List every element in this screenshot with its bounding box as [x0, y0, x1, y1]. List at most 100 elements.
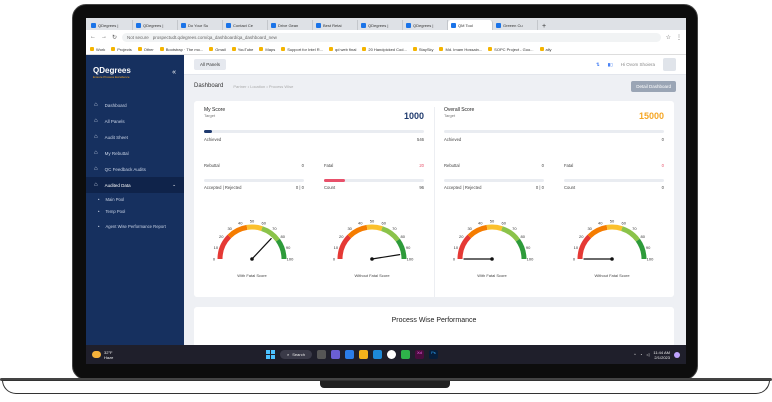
url-field[interactable]: Not secure prospectudt.qdegrees.com/qa_d…	[122, 32, 661, 42]
sidebar-item-qc-feedback-audits[interactable]: ⌂ QC Feedback Audits	[86, 161, 184, 177]
url-text: prospectudt.qdegrees.com/qa_dashboard/qa…	[152, 34, 277, 40]
wifi-icon[interactable]: ◔	[639, 352, 643, 357]
browser-tab[interactable]: Best Retai	[313, 20, 358, 30]
clock[interactable]: 11:44 AM 2/1/2023	[653, 350, 670, 360]
xd-icon[interactable]: Xd	[414, 350, 424, 359]
browser-tab[interactable]: QM Tool	[448, 20, 493, 30]
bookmark-item[interactable]: Projects	[111, 47, 132, 52]
bookmark-item[interactable]: Support for Intel R...	[281, 47, 323, 52]
sidebar-subitem[interactable]: • Agent Wise Performance Report	[86, 217, 184, 235]
right-rebuttal-label: Rebuttal	[444, 163, 460, 168]
left-accepted-bar	[204, 179, 304, 182]
bookmark-item[interactable]: Maps	[259, 47, 275, 52]
gauge-needle	[251, 237, 272, 260]
notification-icon[interactable]	[674, 351, 680, 358]
bookmark-item[interactable]: Md. Imam Hossain...	[439, 47, 482, 52]
windows-start-icon[interactable]	[266, 350, 275, 359]
volume-icon[interactable]: ◁	[646, 352, 650, 357]
sidebar-item-label: Audit Sheet	[104, 134, 128, 140]
star-icon[interactable]: ☆	[665, 34, 671, 41]
forward-icon[interactable]: →	[101, 34, 107, 40]
browser-tab[interactable]: QDegrees |	[133, 20, 178, 30]
edge-icon[interactable]	[344, 350, 354, 359]
left-accepted-value: 0 | 0	[295, 185, 304, 190]
bookmark-item[interactable]: YouTube	[231, 47, 253, 52]
sidebar-subitem[interactable]: • Main Pool	[86, 193, 184, 205]
bookmark-item[interactable]: 20 Handpicked Cod...	[362, 47, 407, 52]
browser-tab[interactable]: Do Your Su	[178, 20, 223, 30]
back-icon[interactable]: ←	[90, 34, 96, 40]
gauge-tick-label: 0	[213, 257, 216, 262]
bookmark-item[interactable]: SOPC Project - Goo...	[488, 47, 534, 52]
bookmark-item[interactable]: Other	[137, 47, 154, 52]
sort-icon[interactable]: ⇅	[596, 61, 600, 67]
sidebar-subitem[interactable]: • Temp Pool	[86, 205, 184, 217]
chevron-down-icon: ⌄	[172, 182, 176, 187]
bookmark-label: qd web final	[334, 46, 357, 52]
chat-icon[interactable]	[330, 350, 340, 359]
weather-widget[interactable]: 32°F Haze	[86, 350, 266, 360]
bookmark-item[interactable]: ally	[539, 47, 552, 52]
browser-tab[interactable]: Greeen Cu	[493, 20, 538, 30]
gauge-tick-label: 0	[453, 257, 456, 262]
sidebar-item-dashboard[interactable]: ⌂ Dashboard	[86, 97, 184, 113]
browser-tab[interactable]: QDegrees |	[358, 20, 403, 30]
date: 2/1/2023	[654, 354, 670, 360]
tab-favicon-icon	[136, 22, 141, 28]
sidebar-item-audited-data[interactable]: ⌂ Audited Data ⌄	[86, 177, 184, 193]
overall-score-target-value: 15000	[638, 111, 664, 121]
store-icon[interactable]	[372, 350, 382, 359]
sidebar-item-my-rebuttal[interactable]: ⌂ My Rebuttal	[86, 145, 184, 161]
gauge-tick-label: 90	[286, 245, 291, 250]
my-score: My Score Target 1000	[204, 107, 424, 121]
sidebar-item-all-panels[interactable]: ⌂ All Panels	[86, 113, 184, 129]
gauge-arc-segment	[347, 224, 368, 239]
chart-icon[interactable]: ▮▯	[607, 61, 613, 67]
chrome-icon[interactable]	[386, 350, 396, 359]
tab-favicon-icon	[226, 22, 231, 28]
browser-tab[interactable]: QDegrees |	[88, 20, 133, 30]
bookmark-item[interactable]: Gmail	[209, 46, 226, 52]
sidebar-item-audit-sheet[interactable]: ⌂ Audit Sheet	[86, 129, 184, 145]
bookmark-label: Gmail	[215, 46, 226, 52]
file-explorer-icon[interactable]	[358, 350, 368, 359]
my-score-progress	[204, 130, 424, 133]
bookmark-item[interactable]: Bootstrap · The mo...	[159, 47, 203, 52]
browser-tab[interactable]: Contact Ce	[223, 20, 268, 30]
gauge-tick-label: 80	[401, 234, 406, 239]
bookmark-icon	[111, 47, 116, 51]
all-panels-button[interactable]: All Panels	[194, 59, 227, 70]
photoshop-icon[interactable]: Ps	[428, 350, 438, 359]
collapse-icon[interactable]: «	[172, 68, 176, 76]
gauge-tick-label: 60	[262, 220, 267, 225]
left-fatal-value: 20	[419, 163, 424, 168]
bookmark-item[interactable]: StaySky	[412, 47, 433, 52]
tray-chevron-icon[interactable]: ^	[634, 352, 636, 357]
reload-icon[interactable]: ↻	[112, 34, 118, 41]
gauge-tick-label: 90	[406, 245, 411, 250]
new-tab-button[interactable]: +	[542, 23, 547, 30]
bookmark-item[interactable]: Work	[90, 47, 105, 52]
avatar[interactable]	[663, 58, 676, 71]
gauge-tick-label: 80	[641, 234, 646, 239]
left-count: Count 96	[324, 185, 424, 190]
detail-dashboard-button[interactable]: Detail Dashboard	[631, 80, 676, 92]
tab-title: Greeen Cu	[503, 22, 523, 28]
task-view-icon[interactable]	[316, 350, 326, 359]
gauge-arc-segment	[457, 234, 472, 260]
browser-tab[interactable]: Drive Gean	[268, 20, 313, 30]
gauge-tick-label: 100	[287, 257, 294, 262]
browser-tab[interactable]: QDegrees |	[403, 20, 448, 30]
score-card: My Score Target 1000 Achieved 546 Overal…	[194, 101, 674, 297]
gauge-arc-segment	[395, 238, 407, 260]
taskbar-search[interactable]: ⌕ Search	[280, 350, 312, 359]
user-name: Ovom Shoiera	[626, 62, 655, 67]
gauge-hub	[610, 257, 614, 261]
menu-dots-icon[interactable]: ⋮	[676, 34, 682, 41]
xbox-icon[interactable]	[400, 350, 410, 359]
sidebar-item-label: Dashboard	[104, 102, 127, 108]
gauge-tick-label: 40	[238, 220, 243, 225]
bookmark-item[interactable]: qd web final	[328, 46, 357, 52]
